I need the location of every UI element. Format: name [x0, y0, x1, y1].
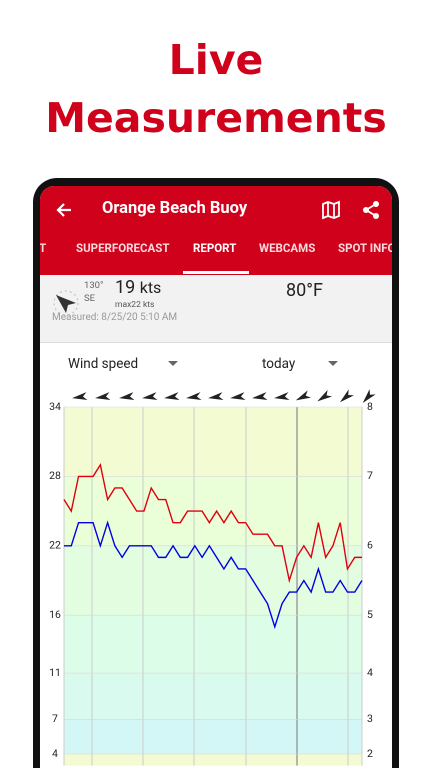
direction-icon [53, 290, 79, 316]
beaufort-band [64, 673, 362, 720]
direction-arrow [186, 392, 202, 400]
tab[interactable]: SPOT INFO [338, 241, 392, 255]
temperature: 80°F [286, 280, 323, 301]
data-line [63, 462, 362, 584]
tab[interactable]: ST [40, 241, 47, 255]
measured-time: Measured: 8/25/20 5:10 AM [52, 312, 178, 323]
promo-title: Measurements [45, 94, 387, 142]
promo-title: Live [168, 36, 264, 84]
back-button[interactable] [54, 200, 74, 220]
y-tick-label: 34 [49, 400, 61, 413]
wind-speed: 19 kts [115, 277, 161, 298]
beaufort-band [64, 407, 362, 477]
tab[interactable]: WEBCAMS [259, 241, 316, 255]
direction-arrow [208, 392, 224, 400]
y-tick-label: 11 [49, 666, 61, 679]
tab[interactable]: SUPERFORECAST [76, 241, 170, 255]
direction-arrow [164, 392, 180, 400]
app-title: Orange Beach Buoy [102, 199, 248, 218]
direction-arrow [274, 392, 290, 400]
direction-arrow [95, 392, 111, 400]
beaufort-band [64, 719, 362, 755]
screen: Orange Beach Buoy ST SUPERFORECAST REPOR… [40, 186, 392, 768]
y-tick-label: 16 [49, 608, 61, 621]
direction-arrow [317, 389, 333, 402]
y2-tick-label: 8 [367, 400, 373, 413]
beaufort-band [64, 615, 362, 674]
period-dropdown[interactable]: today [262, 356, 296, 372]
beaufort-band [64, 476, 362, 546]
beaufort-band [64, 754, 362, 766]
speed-value: 19 [115, 277, 136, 298]
direction-arrow [252, 392, 268, 400]
y2-tick-label: 7 [367, 469, 373, 482]
y2-tick-label: 2 [367, 747, 373, 760]
speed-unit: kts [139, 278, 162, 297]
y2-tick-label: 3 [367, 712, 373, 725]
current-conditions: 130° SE 19 kts max22 kts 80°F Measured: … [40, 275, 392, 343]
chart: 34 28 22 16 11 7 4 8 7 6 5 4 3 2 [49, 389, 376, 766]
y-tick-label: 7 [52, 712, 58, 725]
direction-arrow [119, 392, 135, 400]
dropdown-arrow [168, 361, 178, 366]
y-tick-label: 22 [49, 539, 61, 552]
y-tick-label: 4 [52, 747, 58, 760]
dropdown-arrow [328, 361, 338, 366]
share-button[interactable] [361, 200, 381, 220]
direction-arrow [230, 392, 246, 400]
data-line [64, 520, 363, 630]
tab-indicator [183, 271, 249, 274]
direction-arrow [362, 389, 376, 404]
parameter-dropdown[interactable]: Wind speed [68, 356, 139, 372]
direction-arrow [142, 392, 158, 400]
direction-arrow [295, 390, 312, 401]
direction: SE [84, 293, 96, 304]
max-speed: max22 kts [115, 300, 155, 310]
y2-tick-label: 5 [367, 608, 373, 621]
beaufort-band [64, 545, 362, 616]
direction-degrees: 130° [84, 280, 104, 291]
direction-arrow [339, 389, 354, 403]
direction-arrow [72, 392, 88, 400]
app-bar: Orange Beach Buoy ST SUPERFORECAST REPOR… [40, 186, 392, 275]
y2-tick-label: 4 [367, 666, 373, 679]
y-tick-label: 28 [49, 469, 61, 482]
map-button[interactable] [321, 200, 341, 220]
tab-selected[interactable]: REPORT [193, 241, 237, 255]
y2-tick-label: 6 [367, 539, 373, 552]
